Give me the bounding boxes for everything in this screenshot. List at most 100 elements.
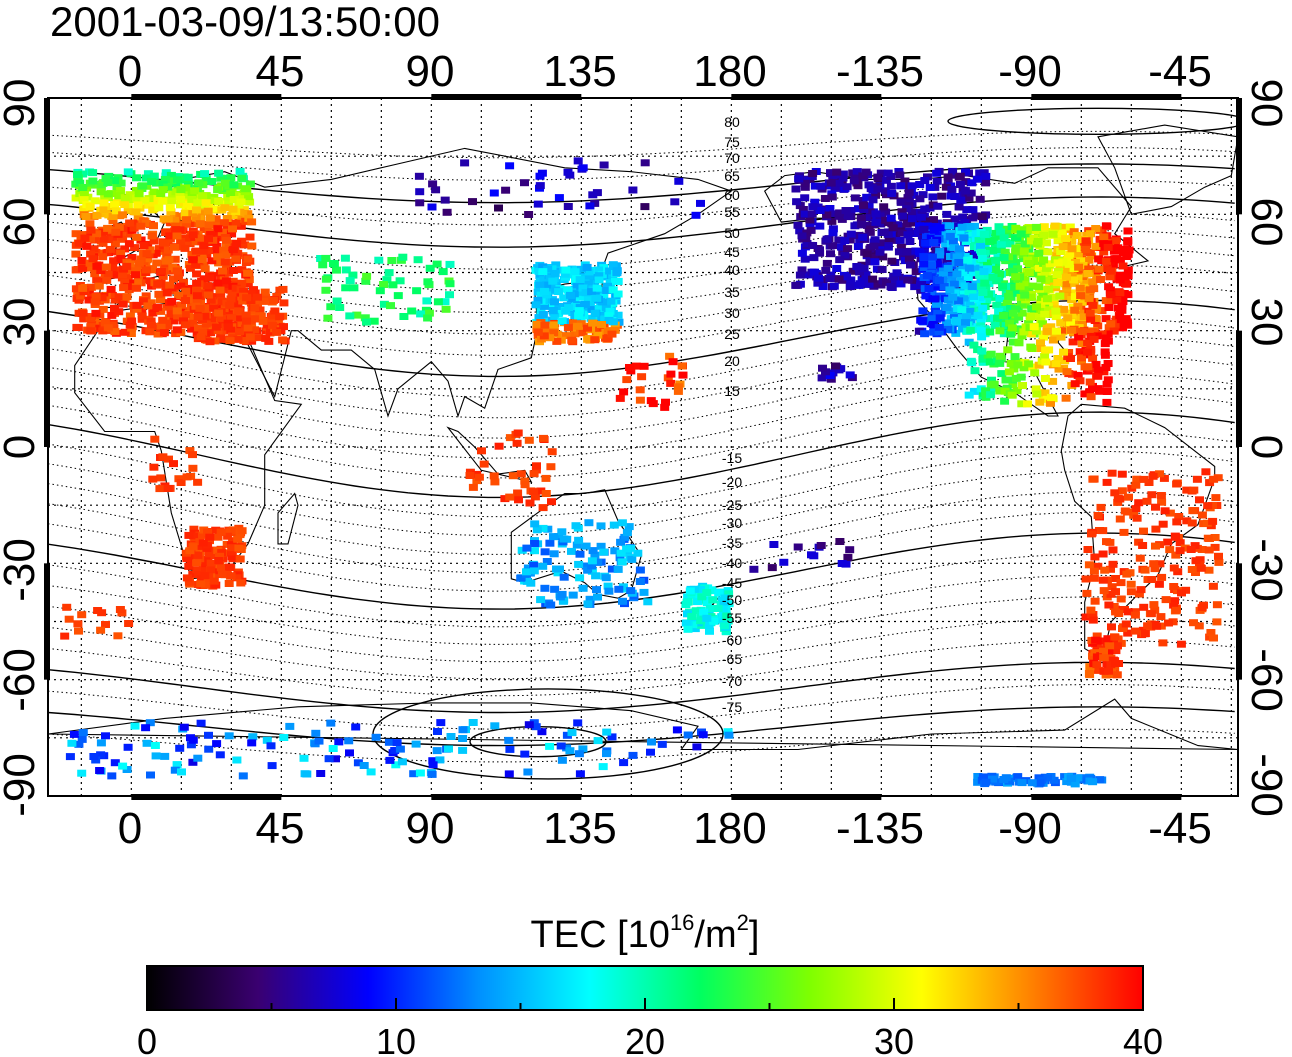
- tec-cell: [795, 280, 805, 288]
- tec-cell: [92, 230, 102, 238]
- tec-cell: [581, 542, 591, 550]
- tec-cell: [180, 311, 190, 319]
- tec-cell: [543, 525, 553, 533]
- tec-cell: [226, 295, 236, 303]
- tec-cell: [196, 580, 206, 588]
- tec-cell: [344, 737, 354, 745]
- colorbar-label-exponent: 16: [670, 910, 694, 935]
- tec-cell: [187, 325, 197, 333]
- tec-cell: [1165, 509, 1175, 517]
- tec-cell: [1076, 257, 1086, 265]
- tec-cell: [186, 741, 196, 749]
- tec-cell: [724, 731, 734, 739]
- tec-cell: [815, 222, 825, 230]
- tec-cell: [822, 211, 832, 219]
- tec-cell: [181, 234, 191, 242]
- tec-cell: [904, 201, 914, 209]
- tec-cell: [227, 553, 237, 561]
- tec-cell: [196, 210, 206, 218]
- tec-cell: [603, 335, 613, 343]
- colorbar-tick-label: 10: [376, 1021, 416, 1057]
- tec-cell: [92, 276, 102, 284]
- tec-cell: [211, 323, 221, 331]
- tec-cell: [877, 266, 887, 273]
- tec-cell: [961, 319, 970, 327]
- frame-tick-bar: [1236, 98, 1242, 215]
- frame-tick-bar: [731, 94, 882, 100]
- tec-cell: [540, 287, 549, 295]
- tec-cell: [557, 756, 567, 764]
- tec-cell: [1139, 527, 1148, 535]
- tec-cell: [920, 205, 930, 213]
- tec-cell: [905, 238, 915, 245]
- tec-cell: [932, 169, 942, 177]
- tec-cell: [234, 544, 244, 552]
- tec-cell: [236, 198, 246, 206]
- tec-cell: [231, 219, 241, 227]
- tec-cell: [101, 732, 110, 740]
- tec-cell: [524, 721, 534, 729]
- tec-cell: [1104, 283, 1114, 291]
- tec-cell: [270, 307, 280, 315]
- tec-cell: [605, 307, 615, 315]
- tec-cell: [922, 272, 932, 280]
- tec-cell: [933, 309, 943, 317]
- right-tick-label: 90: [1242, 79, 1291, 128]
- contour-label: 75: [724, 134, 740, 150]
- tec-cell: [960, 252, 970, 260]
- tec-cell: [899, 253, 908, 261]
- tec-cell: [387, 257, 397, 264]
- tec-cell: [1121, 620, 1131, 628]
- tec-cell: [834, 275, 844, 283]
- tec-cell: [628, 186, 638, 194]
- tec-cell: [1044, 306, 1053, 314]
- tec-cell: [578, 284, 588, 292]
- tec-cell: [203, 528, 213, 536]
- tec-cell: [677, 362, 687, 370]
- tec-cell: [683, 731, 693, 739]
- tec-cell: [954, 203, 964, 211]
- tec-cell: [1172, 480, 1182, 488]
- tec-cell: [1154, 580, 1164, 588]
- tec-cell: [136, 222, 146, 230]
- tec-cell: [109, 257, 119, 265]
- tec-cell: [340, 254, 350, 262]
- tec-cell: [531, 723, 541, 731]
- tec-cell: [1008, 381, 1018, 389]
- frame-tick-bar: [131, 94, 282, 100]
- tec-cell: [324, 755, 334, 763]
- tec-cell: [332, 297, 342, 305]
- tec-cell: [120, 194, 130, 202]
- contour-label: -45: [722, 575, 742, 591]
- tec-cell: [213, 225, 223, 233]
- tec-cell: [708, 596, 718, 604]
- tec-cell: [858, 233, 868, 241]
- tec-cell: [928, 295, 938, 303]
- tec-cell: [272, 328, 282, 336]
- tec-cell: [200, 265, 210, 273]
- tec-cell: [1058, 243, 1068, 251]
- tec-cell: [868, 275, 878, 283]
- tec-cell: [808, 242, 818, 249]
- tec-cell: [601, 574, 611, 582]
- tec-cell: [116, 255, 126, 262]
- tec-cell: [207, 178, 217, 185]
- tec-cell: [110, 304, 119, 312]
- tec-cell: [278, 336, 288, 344]
- tec-cell: [143, 201, 153, 209]
- tec-cell: [192, 297, 202, 305]
- tec-cell: [1107, 583, 1117, 591]
- tec-cell: [1039, 333, 1049, 341]
- tec-cell: [1021, 296, 1031, 304]
- tec-cell: [156, 296, 165, 303]
- tec-cell: [489, 189, 499, 197]
- tec-cell: [1084, 328, 1094, 336]
- tec-cell: [1069, 228, 1079, 236]
- magnetic-contour: [48, 728, 1235, 763]
- tec-cell: [682, 598, 692, 606]
- tec-cell: [1175, 547, 1185, 555]
- tec-cell: [1099, 587, 1109, 595]
- tec-cell: [826, 250, 835, 258]
- tec-cell: [546, 285, 556, 293]
- tec-cell: [193, 313, 203, 321]
